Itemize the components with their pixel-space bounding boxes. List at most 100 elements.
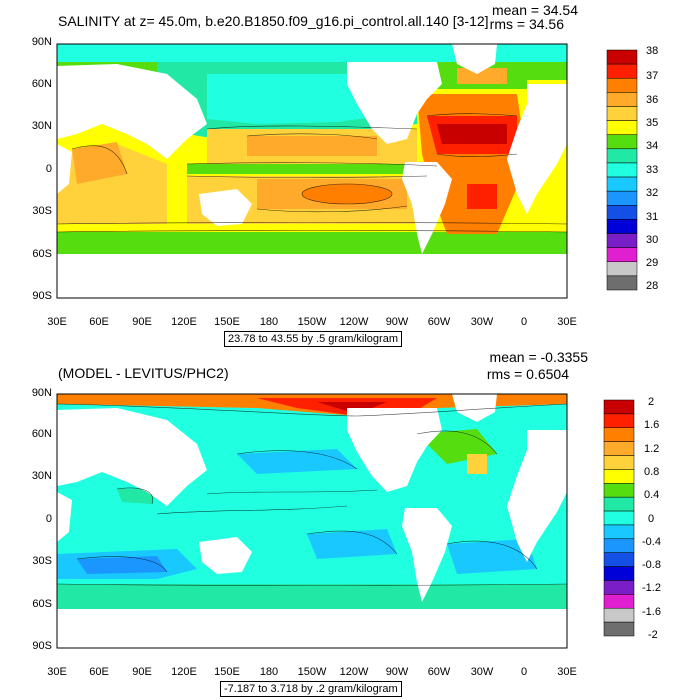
lon-label: 30E (557, 316, 577, 328)
lon-label: 120E (171, 666, 197, 678)
colorbar-label: 1.6 (644, 419, 660, 431)
colorbar-swatch (606, 247, 638, 263)
colorbar-swatch (603, 483, 635, 498)
lon-label: 30W (470, 316, 494, 328)
lat-label: 30N (31, 120, 52, 132)
lat-label: 90N (31, 387, 52, 399)
salinity-map (56, 43, 568, 299)
lat-label: 30S (32, 205, 52, 217)
colorbar-swatch (606, 63, 638, 79)
lon-label: 60E (89, 666, 109, 678)
lon-label: 150E (214, 666, 240, 678)
colorbar-label: 0.8 (644, 466, 660, 478)
colorbar-label: 36 (646, 94, 659, 106)
colorbar-label: 29 (646, 257, 659, 269)
colorbar-swatch (606, 148, 638, 164)
colorbar-swatch (603, 566, 635, 581)
lon-label: 90W (385, 666, 409, 678)
colorbar-swatch (603, 469, 635, 484)
colorbar-swatch (606, 275, 638, 291)
colorbar-swatch (603, 594, 635, 609)
colorbar-swatch (606, 233, 638, 248)
colorbar-swatch (603, 510, 635, 526)
lon-label: 30E (47, 316, 67, 328)
lon-label: 150E (214, 316, 240, 328)
lon-label: 30E (47, 666, 67, 678)
colorbar-label: -2 (648, 629, 658, 641)
colorbar-swatch (603, 427, 635, 442)
colorbar-label: -0.4 (642, 536, 661, 548)
colorbar-swatch (606, 134, 638, 150)
colorbar-label: 0 (648, 513, 655, 525)
colorbar-swatch (603, 621, 635, 637)
colorbar-swatch (603, 441, 635, 456)
colorbar-label: 31 (646, 211, 659, 223)
colorbar-swatch (603, 413, 635, 429)
lat-label: 0 (45, 513, 52, 525)
colorbar-swatch (603, 538, 635, 553)
difference-map (56, 393, 568, 649)
lon-label: 0 (520, 666, 528, 678)
lat-label: 0 (45, 163, 52, 175)
colorbar-swatch (606, 176, 638, 192)
colorbar-swatch (606, 77, 638, 93)
lon-label: 150W (297, 666, 327, 678)
contour-info-box: -7.187 to 3.718 by .2 gram/kilogram (220, 681, 402, 697)
colorbar-swatch (606, 49, 638, 65)
lat-label: 30S (32, 555, 52, 567)
lon-label: 90E (132, 666, 152, 678)
colorbar-label: 32 (646, 187, 659, 199)
lat-label: 60N (31, 428, 52, 440)
colorbar-swatch (603, 607, 635, 623)
colorbar-swatch (606, 162, 638, 178)
colorbar-label: -1.2 (642, 582, 661, 594)
lon-label: 60E (89, 316, 109, 328)
lon-label: 90W (385, 316, 409, 328)
mean-label: mean = -0.3355 (489, 349, 588, 365)
lon-label: 120E (171, 316, 197, 328)
lon-label: 180 (259, 316, 279, 328)
colorbar-label: 2 (648, 396, 655, 408)
colorbar-swatch (606, 261, 638, 277)
colorbar-swatch (603, 399, 635, 415)
colorbar-swatch (606, 92, 638, 107)
colorbar-label: -0.8 (642, 559, 661, 571)
lon-label: 150W (297, 316, 327, 328)
lon-label: 60W (427, 316, 451, 328)
lat-label: 60S (32, 248, 52, 260)
colorbar-swatch (603, 552, 635, 567)
colorbar-label: 34 (646, 140, 659, 152)
colorbar-label: 38 (646, 45, 659, 57)
colorbar-label: 0.4 (644, 489, 660, 501)
lon-label: 60W (427, 666, 451, 678)
lon-label: 120W (339, 316, 369, 328)
lat-label: 90S (32, 640, 52, 652)
colorbar-swatch (603, 580, 635, 595)
lon-label: 90E (132, 316, 152, 328)
colorbar-swatch (606, 106, 638, 121)
colorbar-label: 37 (646, 70, 659, 82)
colorbar-swatch (603, 455, 635, 470)
colorbar-label: -1.6 (642, 606, 661, 618)
lat-label: 90S (32, 290, 52, 302)
mean-label: mean = 34.54 (491, 2, 578, 18)
colorbar-label: 1.2 (644, 443, 660, 455)
rms-label: rms = 0.6504 (486, 366, 569, 382)
panel-title: SALINITY at z= 45.0m, b.e20.B1850.f09_g1… (58, 13, 489, 29)
rms-label: rms = 34.56 (489, 16, 564, 32)
lon-label: 0 (520, 316, 528, 328)
lat-label: 30N (31, 470, 52, 482)
colorbar (603, 399, 635, 637)
colorbar-label: 33 (646, 164, 659, 176)
colorbar-swatch (603, 524, 635, 540)
panel-title: (MODEL - LEVITUS/PHC2) (58, 365, 229, 381)
colorbar-swatch (603, 496, 635, 512)
lon-label: 120W (339, 666, 369, 678)
colorbar-swatch (606, 190, 638, 206)
contour-info-box: 23.78 to 43.55 by .5 gram/kilogram (224, 331, 402, 347)
lat-label: 90N (31, 36, 52, 48)
lat-label: 60S (32, 598, 52, 610)
colorbar-label: 30 (646, 234, 659, 246)
lat-label: 60N (31, 78, 52, 90)
lon-label: 30E (557, 666, 577, 678)
